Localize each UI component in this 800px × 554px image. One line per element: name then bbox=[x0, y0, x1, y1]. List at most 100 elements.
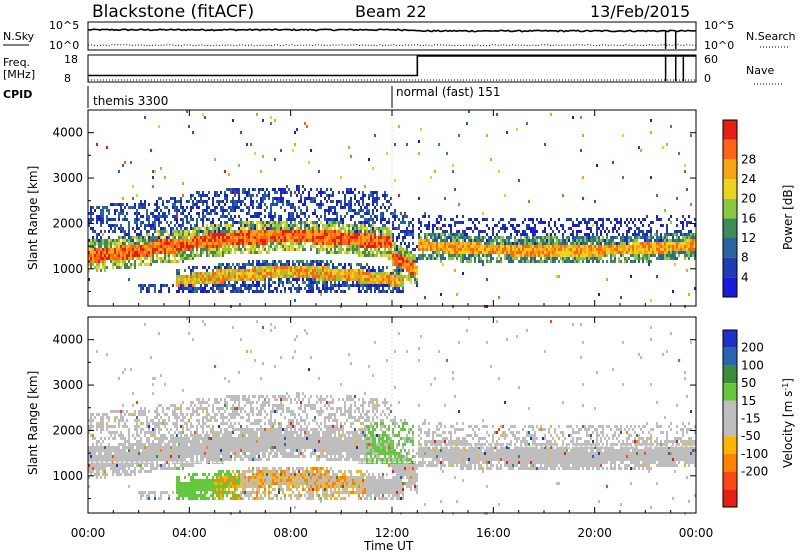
power-cell bbox=[344, 233, 346, 236]
power-cell bbox=[122, 197, 124, 200]
power-cell bbox=[234, 221, 236, 224]
power-cell bbox=[218, 233, 220, 236]
power-cell bbox=[560, 251, 562, 254]
power-cell bbox=[566, 260, 568, 263]
power-cell bbox=[310, 272, 312, 275]
power-cell bbox=[240, 230, 242, 233]
power-cell bbox=[244, 242, 246, 245]
power-cell bbox=[348, 227, 350, 230]
power-cell bbox=[214, 224, 216, 227]
power-cell bbox=[456, 245, 458, 248]
power-cell bbox=[106, 239, 108, 242]
power-cell bbox=[490, 251, 492, 254]
power-cell bbox=[230, 191, 232, 194]
power-cell bbox=[590, 257, 592, 260]
power-cell bbox=[340, 290, 342, 293]
power-cell bbox=[390, 257, 392, 260]
velocity-cell bbox=[90, 413, 92, 416]
power-cell bbox=[212, 278, 214, 281]
power-cell bbox=[444, 218, 446, 221]
nsearch-label: N.Search bbox=[746, 30, 796, 43]
power-cell bbox=[222, 206, 224, 209]
power-cell bbox=[366, 278, 368, 281]
power-cell bbox=[130, 242, 132, 245]
power-cell bbox=[344, 278, 346, 281]
power-cell bbox=[268, 275, 270, 278]
power-cell bbox=[226, 284, 228, 287]
power-cell bbox=[328, 218, 330, 221]
power-cell bbox=[276, 269, 278, 272]
power-cell bbox=[260, 212, 262, 215]
power-cell bbox=[402, 239, 404, 242]
power-cell bbox=[654, 233, 656, 236]
power-cell bbox=[288, 227, 290, 230]
power-cell bbox=[316, 287, 318, 290]
power-cell bbox=[406, 143, 408, 146]
power-cell bbox=[134, 242, 136, 245]
power-cell bbox=[208, 230, 210, 233]
power-cell bbox=[182, 275, 184, 278]
power-cell bbox=[648, 257, 650, 260]
power-cell bbox=[462, 245, 464, 248]
power-cell bbox=[548, 257, 550, 260]
power-cell bbox=[260, 233, 262, 236]
power-cell bbox=[342, 275, 344, 278]
power-cell bbox=[498, 170, 500, 173]
power-cell bbox=[340, 218, 342, 221]
power-cell bbox=[184, 275, 186, 278]
power-cell bbox=[388, 230, 390, 233]
power-cell bbox=[446, 152, 448, 155]
power-cell bbox=[318, 266, 320, 269]
power-cell bbox=[240, 275, 242, 278]
power-cell bbox=[604, 242, 606, 245]
power-cell bbox=[178, 254, 180, 257]
power-cell bbox=[106, 218, 108, 221]
power-cell bbox=[604, 251, 606, 254]
power-cell bbox=[640, 230, 642, 233]
power-cell bbox=[608, 245, 610, 248]
power-cell bbox=[182, 239, 184, 242]
power-cell bbox=[504, 227, 506, 230]
power-cell bbox=[244, 275, 246, 278]
power-cell bbox=[372, 269, 374, 272]
power-cell bbox=[344, 227, 346, 230]
power-cell bbox=[104, 242, 106, 245]
power-cell bbox=[110, 245, 112, 248]
power-cell bbox=[620, 254, 622, 257]
power-cell bbox=[214, 266, 216, 269]
power-cell bbox=[334, 272, 336, 275]
power-cell bbox=[336, 269, 338, 272]
power-cell bbox=[642, 257, 644, 260]
power-cell bbox=[396, 290, 398, 293]
power-cell bbox=[386, 254, 388, 257]
power-cell bbox=[464, 245, 466, 248]
power-cell bbox=[394, 269, 396, 272]
power-cell bbox=[152, 212, 154, 215]
power-cell bbox=[384, 275, 386, 278]
power-cell bbox=[242, 191, 244, 194]
power-cell bbox=[194, 227, 196, 230]
power-cell bbox=[252, 284, 254, 287]
power-cell bbox=[272, 266, 274, 269]
power-cell bbox=[272, 224, 274, 227]
power-cell bbox=[560, 257, 562, 260]
power-cell bbox=[534, 251, 536, 254]
power-cell bbox=[340, 227, 342, 230]
power-cell bbox=[486, 224, 488, 227]
power-cell bbox=[370, 284, 372, 287]
power-cell bbox=[292, 212, 294, 215]
power-cell bbox=[196, 236, 198, 239]
power-cell bbox=[114, 218, 116, 221]
power-cell bbox=[150, 239, 152, 242]
power-cell bbox=[248, 251, 250, 254]
power-cell bbox=[324, 269, 326, 272]
power-cell bbox=[426, 224, 428, 227]
power-cell bbox=[284, 269, 286, 272]
power-cell bbox=[204, 281, 206, 284]
power-cell bbox=[192, 245, 194, 248]
power-cell bbox=[304, 188, 306, 191]
power-cell bbox=[210, 221, 212, 224]
power-cell bbox=[382, 236, 384, 239]
power-cell bbox=[484, 242, 486, 245]
power-cell bbox=[322, 284, 324, 287]
